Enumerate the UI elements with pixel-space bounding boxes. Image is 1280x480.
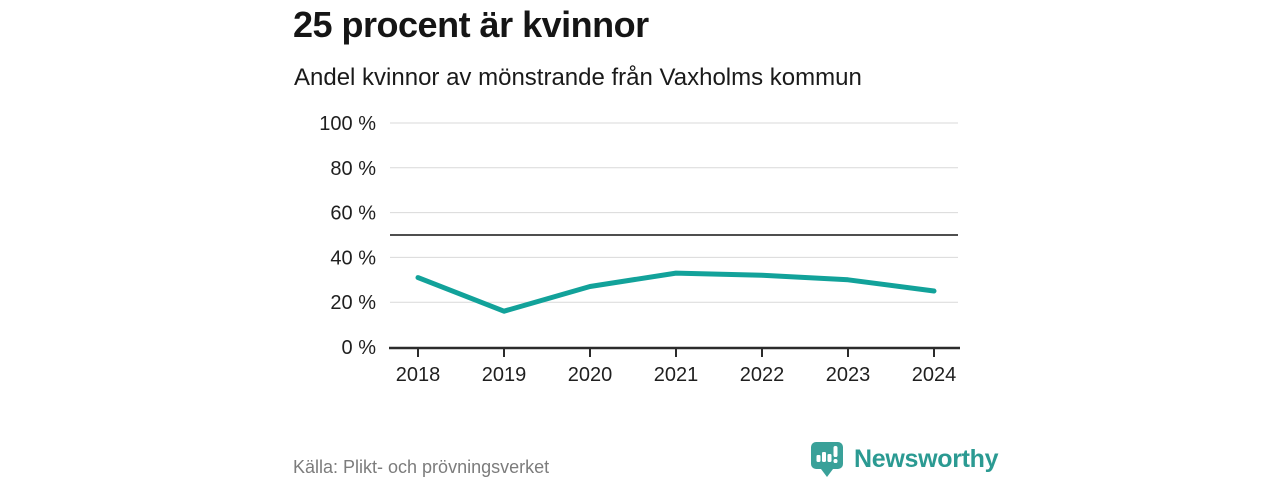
y-axis-tick-label: 20 % bbox=[330, 292, 376, 314]
chart-title: 25 procent är kvinnor bbox=[293, 4, 649, 45]
bar-small bbox=[816, 455, 821, 462]
y-axis-tick-label: 40 % bbox=[330, 247, 376, 269]
exclamation-stem bbox=[833, 446, 838, 457]
brand-logo: Newsworthy bbox=[810, 441, 999, 478]
y-axis-tick-label: 60 % bbox=[330, 203, 376, 225]
source-note: Källa: Plikt- och prövningsverket bbox=[293, 457, 550, 477]
x-axis-tick-label: 2018 bbox=[396, 364, 441, 386]
chart-subtitle: Andel kvinnor av mönstrande från Vaxholm… bbox=[294, 64, 862, 91]
x-axis-tick-label: 2024 bbox=[912, 364, 957, 386]
newsworthy-logo-icon bbox=[811, 442, 843, 477]
x-axis-tick-label: 2023 bbox=[826, 364, 871, 386]
y-axis-tick-label: 0 % bbox=[342, 337, 377, 359]
data-line bbox=[415, 270, 937, 314]
exclamation-dot bbox=[833, 459, 838, 463]
x-axis-tick-label: 2022 bbox=[740, 364, 785, 386]
speech-bubble-shape bbox=[811, 442, 843, 477]
bar-medium bbox=[822, 452, 826, 462]
bar-large bbox=[827, 454, 832, 462]
x-axis-tick-label: 2019 bbox=[482, 364, 527, 386]
x-axis-tick-label: 2020 bbox=[568, 364, 613, 386]
x-axis-tick-label: 2021 bbox=[654, 364, 699, 386]
y-axis-tick-label: 80 % bbox=[330, 158, 376, 180]
y-axis-tick-label: 100 % bbox=[319, 113, 376, 135]
brand-name: Newsworthy bbox=[854, 445, 999, 473]
